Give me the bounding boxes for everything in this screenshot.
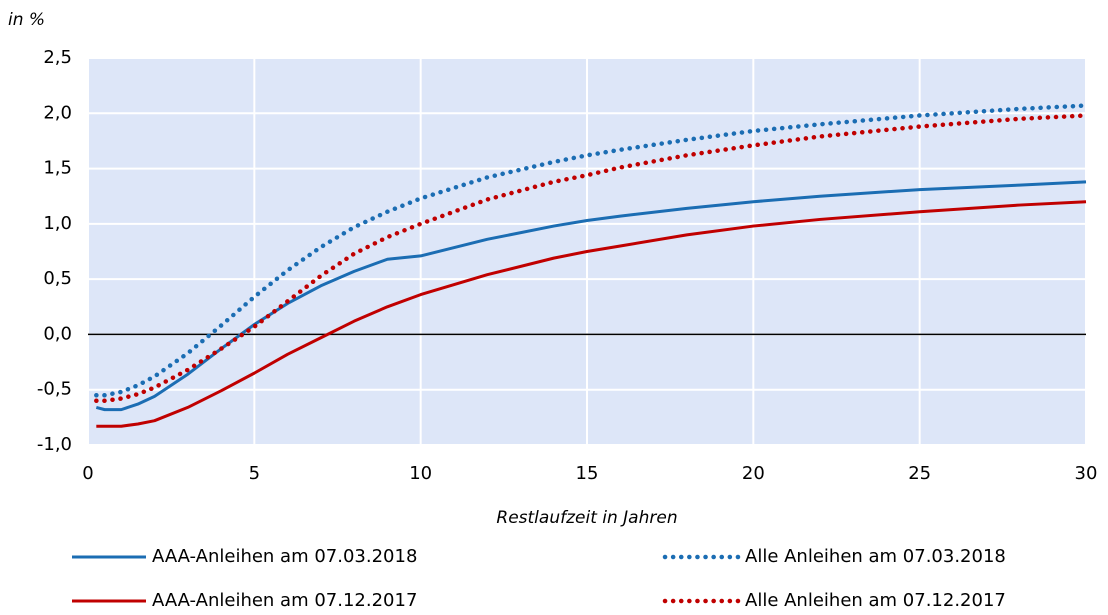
y-tick-label: 0,5 <box>43 268 72 289</box>
legend-label: AAA-Anleihen am 07.12.2017 <box>152 590 417 611</box>
y-tick-label: -0,5 <box>37 379 72 400</box>
y-tick-label: 1,5 <box>43 158 72 179</box>
x-axis-label: Restlaufzeit in Jahren <box>496 508 677 528</box>
y-tick-label: 1,0 <box>43 213 72 234</box>
x-tick-label: 20 <box>742 463 765 484</box>
legend-label: Alle Anleihen am 07.12.2017 <box>745 590 1006 611</box>
x-tick-label: 5 <box>249 463 260 484</box>
legend-label: AAA-Anleihen am 07.03.2018 <box>152 546 417 567</box>
x-tick-label: 25 <box>908 463 931 484</box>
x-tick-label: 0 <box>82 463 93 484</box>
legend-label: Alle Anleihen am 07.03.2018 <box>745 546 1006 567</box>
series-line <box>94 113 1089 404</box>
x-tick-label: 10 <box>409 463 432 484</box>
y-tick-label: 2,5 <box>43 47 72 68</box>
y-tick-label: 0,0 <box>43 323 72 344</box>
x-tick-label: 30 <box>1075 463 1098 484</box>
x-tick-label: 15 <box>576 463 599 484</box>
series-line <box>94 103 1089 398</box>
y-axis-label: in % <box>8 10 45 30</box>
series-line <box>95 180 1087 412</box>
y-tick-label: 2,0 <box>43 102 72 123</box>
series-line <box>96 200 1087 428</box>
y-tick-label: -1,0 <box>37 434 72 455</box>
